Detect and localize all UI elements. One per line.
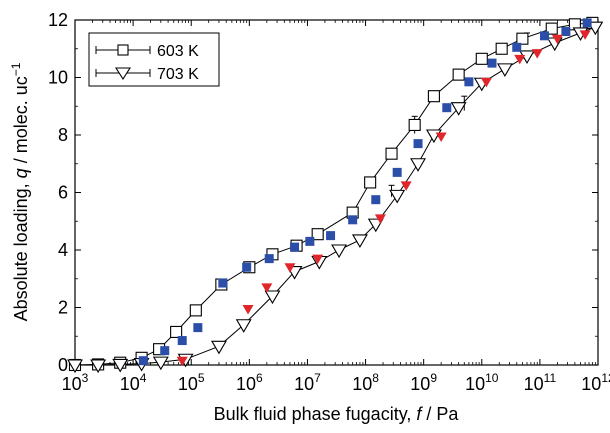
data-point-blue-square (464, 77, 474, 87)
data-point-703k (264, 290, 281, 305)
data-point-red-triangle (579, 30, 591, 40)
x-tick-label: 107 (294, 371, 321, 394)
y-tick-label: 10 (48, 68, 68, 88)
plot-area (67, 16, 604, 374)
data-point-blue-square (138, 356, 148, 366)
x-tick-label: 106 (236, 371, 263, 394)
data-point-703k (410, 158, 426, 172)
data-point-red-triangle (531, 49, 543, 59)
data-point-blue-square (371, 195, 381, 205)
x-tick-label: 108 (352, 371, 379, 394)
data-point-red-triangle (284, 263, 296, 273)
data-point-blue-square (512, 42, 522, 52)
legend: 603 K 703 K (88, 32, 220, 87)
data-point-703k (367, 218, 384, 233)
data-point-703k (90, 359, 107, 374)
data-point-blue-square (442, 103, 452, 113)
y-tick-label: 4 (58, 240, 68, 260)
data-point-blue-square (487, 58, 497, 68)
data-point-red-triangle (242, 304, 254, 315)
data-point-703k (112, 358, 129, 373)
legend-marker-square (117, 44, 129, 56)
data-point-red-triangle (551, 34, 563, 45)
x-tick-label: 103 (62, 371, 89, 394)
data-point-red-triangle (480, 77, 492, 88)
data-point-blue-square (413, 139, 423, 149)
y-tick-label: 12 (48, 10, 68, 30)
y-tick-label: 2 (58, 298, 68, 318)
legend-label-603k: 603 K (157, 43, 199, 60)
data-point-603k (475, 52, 488, 65)
y-tick-labels: 0 2 4 6 8 10 12 (48, 10, 68, 375)
data-point-blue-square (561, 27, 571, 36)
data-point-blue-square (582, 18, 592, 28)
data-point-703k (496, 63, 513, 77)
data-point-603k (189, 304, 202, 317)
data-point-703k (351, 234, 368, 249)
data-point-603k (170, 325, 183, 338)
data-point-red-triangle (176, 356, 188, 367)
data-point-blue-square (218, 278, 228, 288)
data-point-blue-square (392, 167, 402, 177)
data-point-blue-square (290, 242, 300, 252)
x-tick-label: 105 (178, 371, 205, 394)
data-point-blue-square (242, 262, 252, 272)
data-point-603k (545, 22, 558, 35)
error-bars (388, 32, 530, 197)
x-tick-label: 109 (410, 371, 437, 394)
data-point-703k (152, 356, 169, 371)
data-point-blue-square (193, 323, 203, 333)
data-point-blue-square (326, 231, 336, 241)
data-point-blue-square (177, 336, 187, 346)
data-point-red-triangle (400, 181, 412, 191)
y-tick-label: 6 (58, 183, 68, 203)
data-point-703k (235, 319, 252, 333)
data-point-603k (427, 90, 440, 103)
data-point-603k (311, 228, 324, 241)
y-tick-label: 0 (58, 355, 68, 375)
data-point-603k (385, 147, 398, 160)
data-point-703k (389, 189, 406, 204)
data-point-blue-square (305, 236, 315, 246)
data-point-703k (331, 244, 348, 259)
y-axis-label: Absolute loading, q / molec. uc−1 (9, 62, 31, 321)
data-point-blue-square (264, 254, 274, 264)
data-point-red-triangle (261, 283, 273, 293)
data-point-blue-square (539, 31, 549, 41)
data-point-703k (210, 340, 227, 355)
x-tick-label: 104 (120, 371, 147, 394)
x-tick-label: 1011 (524, 371, 557, 394)
data-point-703k (67, 359, 83, 374)
data-point-703k (450, 102, 467, 116)
y-tick-label: 8 (58, 125, 68, 145)
legend-item-703k: 703 K (95, 66, 199, 83)
data-point-603k (495, 42, 508, 55)
series-markers (67, 16, 604, 374)
legend-box (88, 32, 220, 87)
data-point-703k (587, 21, 604, 36)
data-point-red-triangle (514, 54, 526, 65)
data-point-603k (452, 68, 465, 81)
legend-item-603k: 603 K (95, 43, 199, 60)
data-point-603k (516, 32, 529, 45)
legend-label-703k: 703 K (157, 66, 199, 83)
data-point-red-triangle (374, 214, 386, 224)
axis-ticks (74, 19, 599, 366)
x-axis-label: Bulk fluid phase fugacity, f / Pa (214, 404, 460, 424)
data-point-blue-square (160, 346, 170, 356)
data-point-603k (408, 118, 421, 131)
x-tick-label: 1010 (465, 371, 499, 394)
data-point-603k (364, 176, 377, 189)
data-point-red-triangle (312, 254, 324, 265)
data-point-blue-square (348, 215, 358, 225)
data-point-red-triangle (435, 132, 447, 142)
legend-marker-triangle (114, 67, 132, 81)
